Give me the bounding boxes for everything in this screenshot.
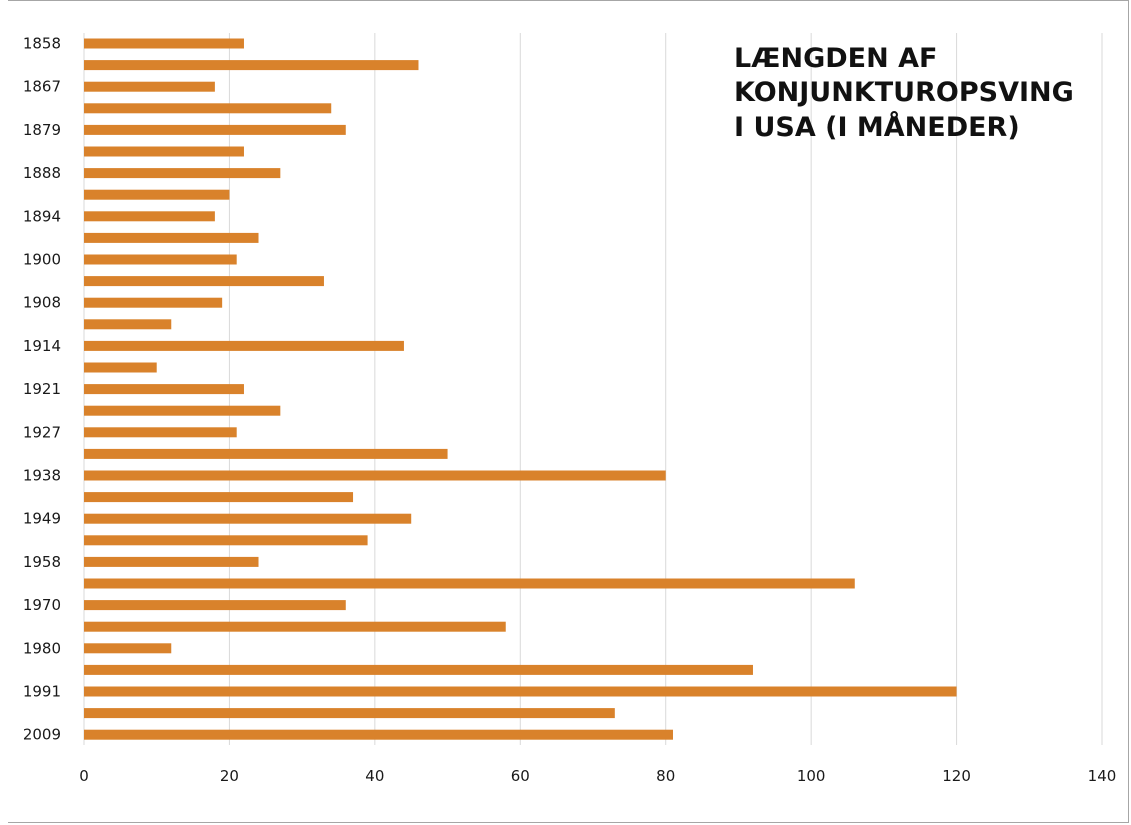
y-tick-label: 2009 — [23, 726, 61, 744]
bar-8 — [84, 211, 215, 222]
bar-18 — [84, 427, 237, 438]
y-tick-label: 1900 — [23, 251, 61, 269]
frame-mask — [0, 0, 8, 825]
y-tick-labels: 1858 1867 1879 1888 1894 1900 1908 1914 1921 1927… — [23, 35, 61, 744]
y-tick-label: 1867 — [23, 78, 61, 96]
x-tick-label: 140 — [1088, 767, 1117, 785]
y-tick-label: 1991 — [23, 683, 61, 701]
y-tick-label: 1914 — [23, 337, 61, 355]
x-tick-label: 60 — [511, 767, 530, 785]
y-tick-label: 1949 — [23, 510, 61, 528]
y-tick-label: 1921 — [23, 380, 61, 398]
y-tick-label: 1927 — [23, 423, 61, 441]
x-tick-label: 0 — [79, 767, 89, 785]
bar-10 — [84, 254, 237, 265]
bar-15 — [84, 362, 157, 373]
x-tick-label: 120 — [942, 767, 971, 785]
y-tick-label: 1894 — [23, 207, 61, 225]
x-tick-label: 80 — [656, 767, 675, 785]
x-tick-labels: 0 20 40 60 80 100 120 140 — [79, 767, 1116, 785]
bars — [84, 38, 957, 740]
bar-4 — [84, 124, 346, 135]
bar-27 — [84, 621, 506, 632]
bar-16 — [84, 384, 244, 395]
bar-12 — [84, 297, 223, 308]
bar-23 — [84, 535, 368, 546]
chart-title: LÆNGDEN AF KONJUNKTUROPSVING I USA (I MÅ… — [734, 43, 1074, 143]
bar-0 — [84, 38, 244, 49]
bar-6 — [84, 168, 281, 179]
bar-19 — [84, 448, 448, 459]
y-tick-label: 1970 — [23, 596, 61, 614]
bar-2 — [84, 81, 215, 92]
bar-3 — [84, 103, 332, 114]
y-tick-label: 1908 — [23, 294, 61, 312]
bar-32 — [84, 729, 673, 740]
y-tick-label: 1980 — [23, 639, 61, 657]
bar-9 — [84, 232, 259, 243]
chart-title-line-2: KONJUNKTUROPSVING — [734, 77, 1074, 108]
y-tick-label: 1938 — [23, 467, 61, 485]
x-tick-label: 20 — [220, 767, 239, 785]
bar-31 — [84, 708, 615, 719]
x-tick-label: 40 — [365, 767, 384, 785]
bar-11 — [84, 276, 324, 287]
bar-21 — [84, 492, 354, 503]
bar-13 — [84, 319, 172, 330]
y-tick-label: 1958 — [23, 553, 61, 571]
bar-24 — [84, 556, 259, 567]
bar-20 — [84, 470, 666, 481]
chart-title-line-3: I USA (I MÅNEDER) — [734, 111, 1020, 143]
bar-1 — [84, 60, 419, 71]
x-tick-label: 100 — [797, 767, 826, 785]
bar-29 — [84, 664, 753, 675]
bar-30 — [84, 686, 957, 697]
bar-14 — [84, 340, 404, 351]
bar-17 — [84, 405, 281, 416]
bar-22 — [84, 513, 412, 524]
bar-25 — [84, 578, 855, 589]
y-tick-label: 1888 — [23, 164, 61, 182]
bar-28 — [84, 643, 172, 654]
y-tick-label: 1858 — [23, 35, 61, 53]
bar-26 — [84, 600, 346, 611]
chart-title-line-1: LÆNGDEN AF — [734, 43, 937, 74]
y-tick-label: 1879 — [23, 121, 61, 139]
bar-5 — [84, 146, 244, 157]
bar-7 — [84, 189, 230, 200]
